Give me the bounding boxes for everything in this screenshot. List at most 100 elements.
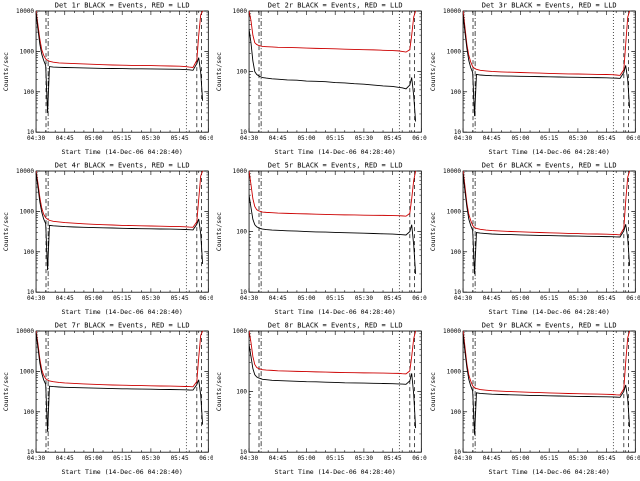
- x-tick-label: 06:00: [626, 456, 640, 463]
- y-tick-label: 100: [237, 389, 248, 396]
- x-tick-label: 05:45: [171, 295, 189, 302]
- plot-canvas: 10 100 1000 10000 04:30 04:45 05:00 05:15 05:30 0…: [2, 1, 213, 157]
- x-tick-label: 05:30: [142, 295, 160, 302]
- y-tick-label: 10: [453, 289, 461, 296]
- y-tick-label: 1000: [446, 48, 461, 55]
- plot-title: Det 4r BLACK = Events, RED = LLD: [55, 161, 190, 170]
- y-tick-label: 1000: [20, 209, 35, 216]
- x-tick-label: 05:30: [142, 456, 160, 463]
- x-tick-label: 04:30: [240, 135, 258, 142]
- subplot-det-5r: 10 100 1000 04:30 04:45 05:00 05:15 05:30 05:45 0…: [213, 160, 426, 320]
- y-tick-label: 10000: [16, 328, 34, 335]
- plot-frame: [248, 10, 423, 133]
- x-tick-label: 05:30: [569, 135, 587, 142]
- plot-title: Det 7r BLACK = Events, RED = LLD: [55, 321, 190, 330]
- y-axis-label: Counts/sec: [215, 212, 223, 251]
- series-lld-line: [462, 171, 630, 236]
- y-tick-label: 1000: [446, 209, 461, 216]
- x-axis-label: Start Time (14-Dec-06 04:28:40): [488, 308, 609, 316]
- x-tick-label: 04:30: [27, 456, 45, 463]
- x-tick-label: 05:15: [540, 295, 558, 302]
- x-axis-label: Start Time (14-Dec-06 04:28:40): [275, 148, 396, 156]
- plot-title: Det 5r BLACK = Events, RED = LLD: [268, 161, 403, 170]
- plot-canvas: 10 100 1000 10000 04:30 04:45 05:00 05:15 05:30 0…: [2, 321, 213, 477]
- series-lld-line: [36, 171, 204, 228]
- series-lld-line: [462, 331, 630, 396]
- series-events-line: [249, 344, 417, 429]
- x-tick-label: 05:15: [540, 456, 558, 463]
- x-tick-label: 05:45: [597, 295, 615, 302]
- x-axis-label: Start Time (14-Dec-06 04:28:40): [62, 308, 183, 316]
- plot-title: Det 3r BLACK = Events, RED = LLD: [481, 1, 616, 10]
- plot-canvas: 10 100 1000 10000 04:30 04:45 05:00 05:15 05:30 0…: [429, 161, 640, 317]
- plot-frame: [35, 10, 209, 133]
- x-tick-label: 06:00: [626, 135, 640, 142]
- series-lld-line: [36, 11, 204, 68]
- x-tick-label: 05:00: [511, 456, 529, 463]
- x-tick-label: 04:45: [482, 456, 500, 463]
- x-tick-label: 06:00: [413, 456, 427, 463]
- x-tick-label: 05:45: [384, 135, 402, 142]
- series-events-line: [36, 172, 204, 271]
- series-events-line: [249, 195, 417, 275]
- plot-title: Det 6r BLACK = Events, RED = LLD: [481, 161, 616, 170]
- x-tick-label: 04:45: [56, 295, 74, 302]
- x-tick-label: 05:00: [84, 295, 102, 302]
- x-tick-label: 06:00: [413, 135, 427, 142]
- x-tick-label: 05:15: [113, 135, 131, 142]
- x-tick-label: 05:30: [355, 295, 373, 302]
- y-tick-label: 10: [27, 450, 35, 457]
- series-events-line: [36, 333, 204, 433]
- x-tick-label: 05:15: [326, 456, 344, 463]
- x-tick-label: 05:15: [326, 295, 344, 302]
- y-tick-label: 1000: [20, 48, 35, 55]
- plot-canvas: 10 100 1000 10000 04:30 04:45 05:00 05:15 05:30 0…: [2, 161, 213, 317]
- x-tick-label: 04:30: [27, 295, 45, 302]
- y-tick-label: 1000: [233, 8, 248, 15]
- x-tick-label: 04:30: [454, 295, 472, 302]
- x-axis-label: Start Time (14-Dec-06 04:28:40): [488, 469, 609, 477]
- y-tick-label: 10000: [443, 8, 461, 15]
- y-tick-label: 100: [237, 69, 248, 76]
- y-tick-label: 100: [23, 89, 34, 96]
- x-tick-label: 05:45: [597, 456, 615, 463]
- x-tick-label: 05:45: [597, 135, 615, 142]
- y-tick-label: 10: [27, 129, 35, 136]
- y-tick-label: 10: [453, 450, 461, 457]
- series-events-line: [249, 29, 417, 122]
- y-axis-label: Counts/sec: [429, 372, 437, 411]
- x-tick-label: 05:00: [298, 135, 316, 142]
- x-tick-label: 05:00: [84, 456, 102, 463]
- series-lld-line: [36, 331, 204, 388]
- x-tick-label: 05:00: [511, 135, 529, 142]
- y-tick-label: 1000: [446, 369, 461, 376]
- x-axis-label: Start Time (14-Dec-06 04:28:40): [275, 308, 396, 316]
- y-tick-label: 10: [240, 129, 248, 136]
- plot-title: Det 9r BLACK = Events, RED = LLD: [481, 321, 616, 330]
- x-tick-label: 05:00: [84, 135, 102, 142]
- x-tick-label: 04:30: [454, 456, 472, 463]
- y-tick-label: 1000: [233, 328, 248, 335]
- y-tick-label: 100: [450, 249, 461, 256]
- subplot-det-7r: 10 100 1000 10000 04:30 04:45 05:00 05:15 05:30 0…: [0, 320, 213, 480]
- y-tick-label: 100: [450, 409, 461, 416]
- y-tick-label: 10: [240, 289, 248, 296]
- y-axis-label: Counts/sec: [429, 52, 437, 91]
- x-tick-label: 05:45: [384, 456, 402, 463]
- x-tick-label: 05:15: [113, 295, 131, 302]
- x-tick-label: 04:45: [482, 135, 500, 142]
- y-tick-label: 100: [450, 89, 461, 96]
- series-events-line: [462, 174, 630, 275]
- subplot-det-1r: 10 100 1000 10000 04:30 04:45 05:00 05:15 05:30 0…: [0, 0, 213, 160]
- y-tick-label: 10000: [443, 328, 461, 335]
- series-lld-line: [249, 331, 417, 375]
- x-tick-label: 05:45: [384, 295, 402, 302]
- x-tick-label: 05:30: [569, 456, 587, 463]
- x-tick-label: 05:45: [171, 456, 189, 463]
- plot-title: Det 2r BLACK = Events, RED = LLD: [268, 1, 403, 10]
- y-axis-label: Counts/sec: [215, 52, 223, 91]
- plot-canvas: 10 100 1000 10000 04:30 04:45 05:00 05:15 05:30 0…: [429, 321, 640, 477]
- y-tick-label: 10: [453, 129, 461, 136]
- x-axis-label: Start Time (14-Dec-06 04:28:40): [62, 148, 183, 156]
